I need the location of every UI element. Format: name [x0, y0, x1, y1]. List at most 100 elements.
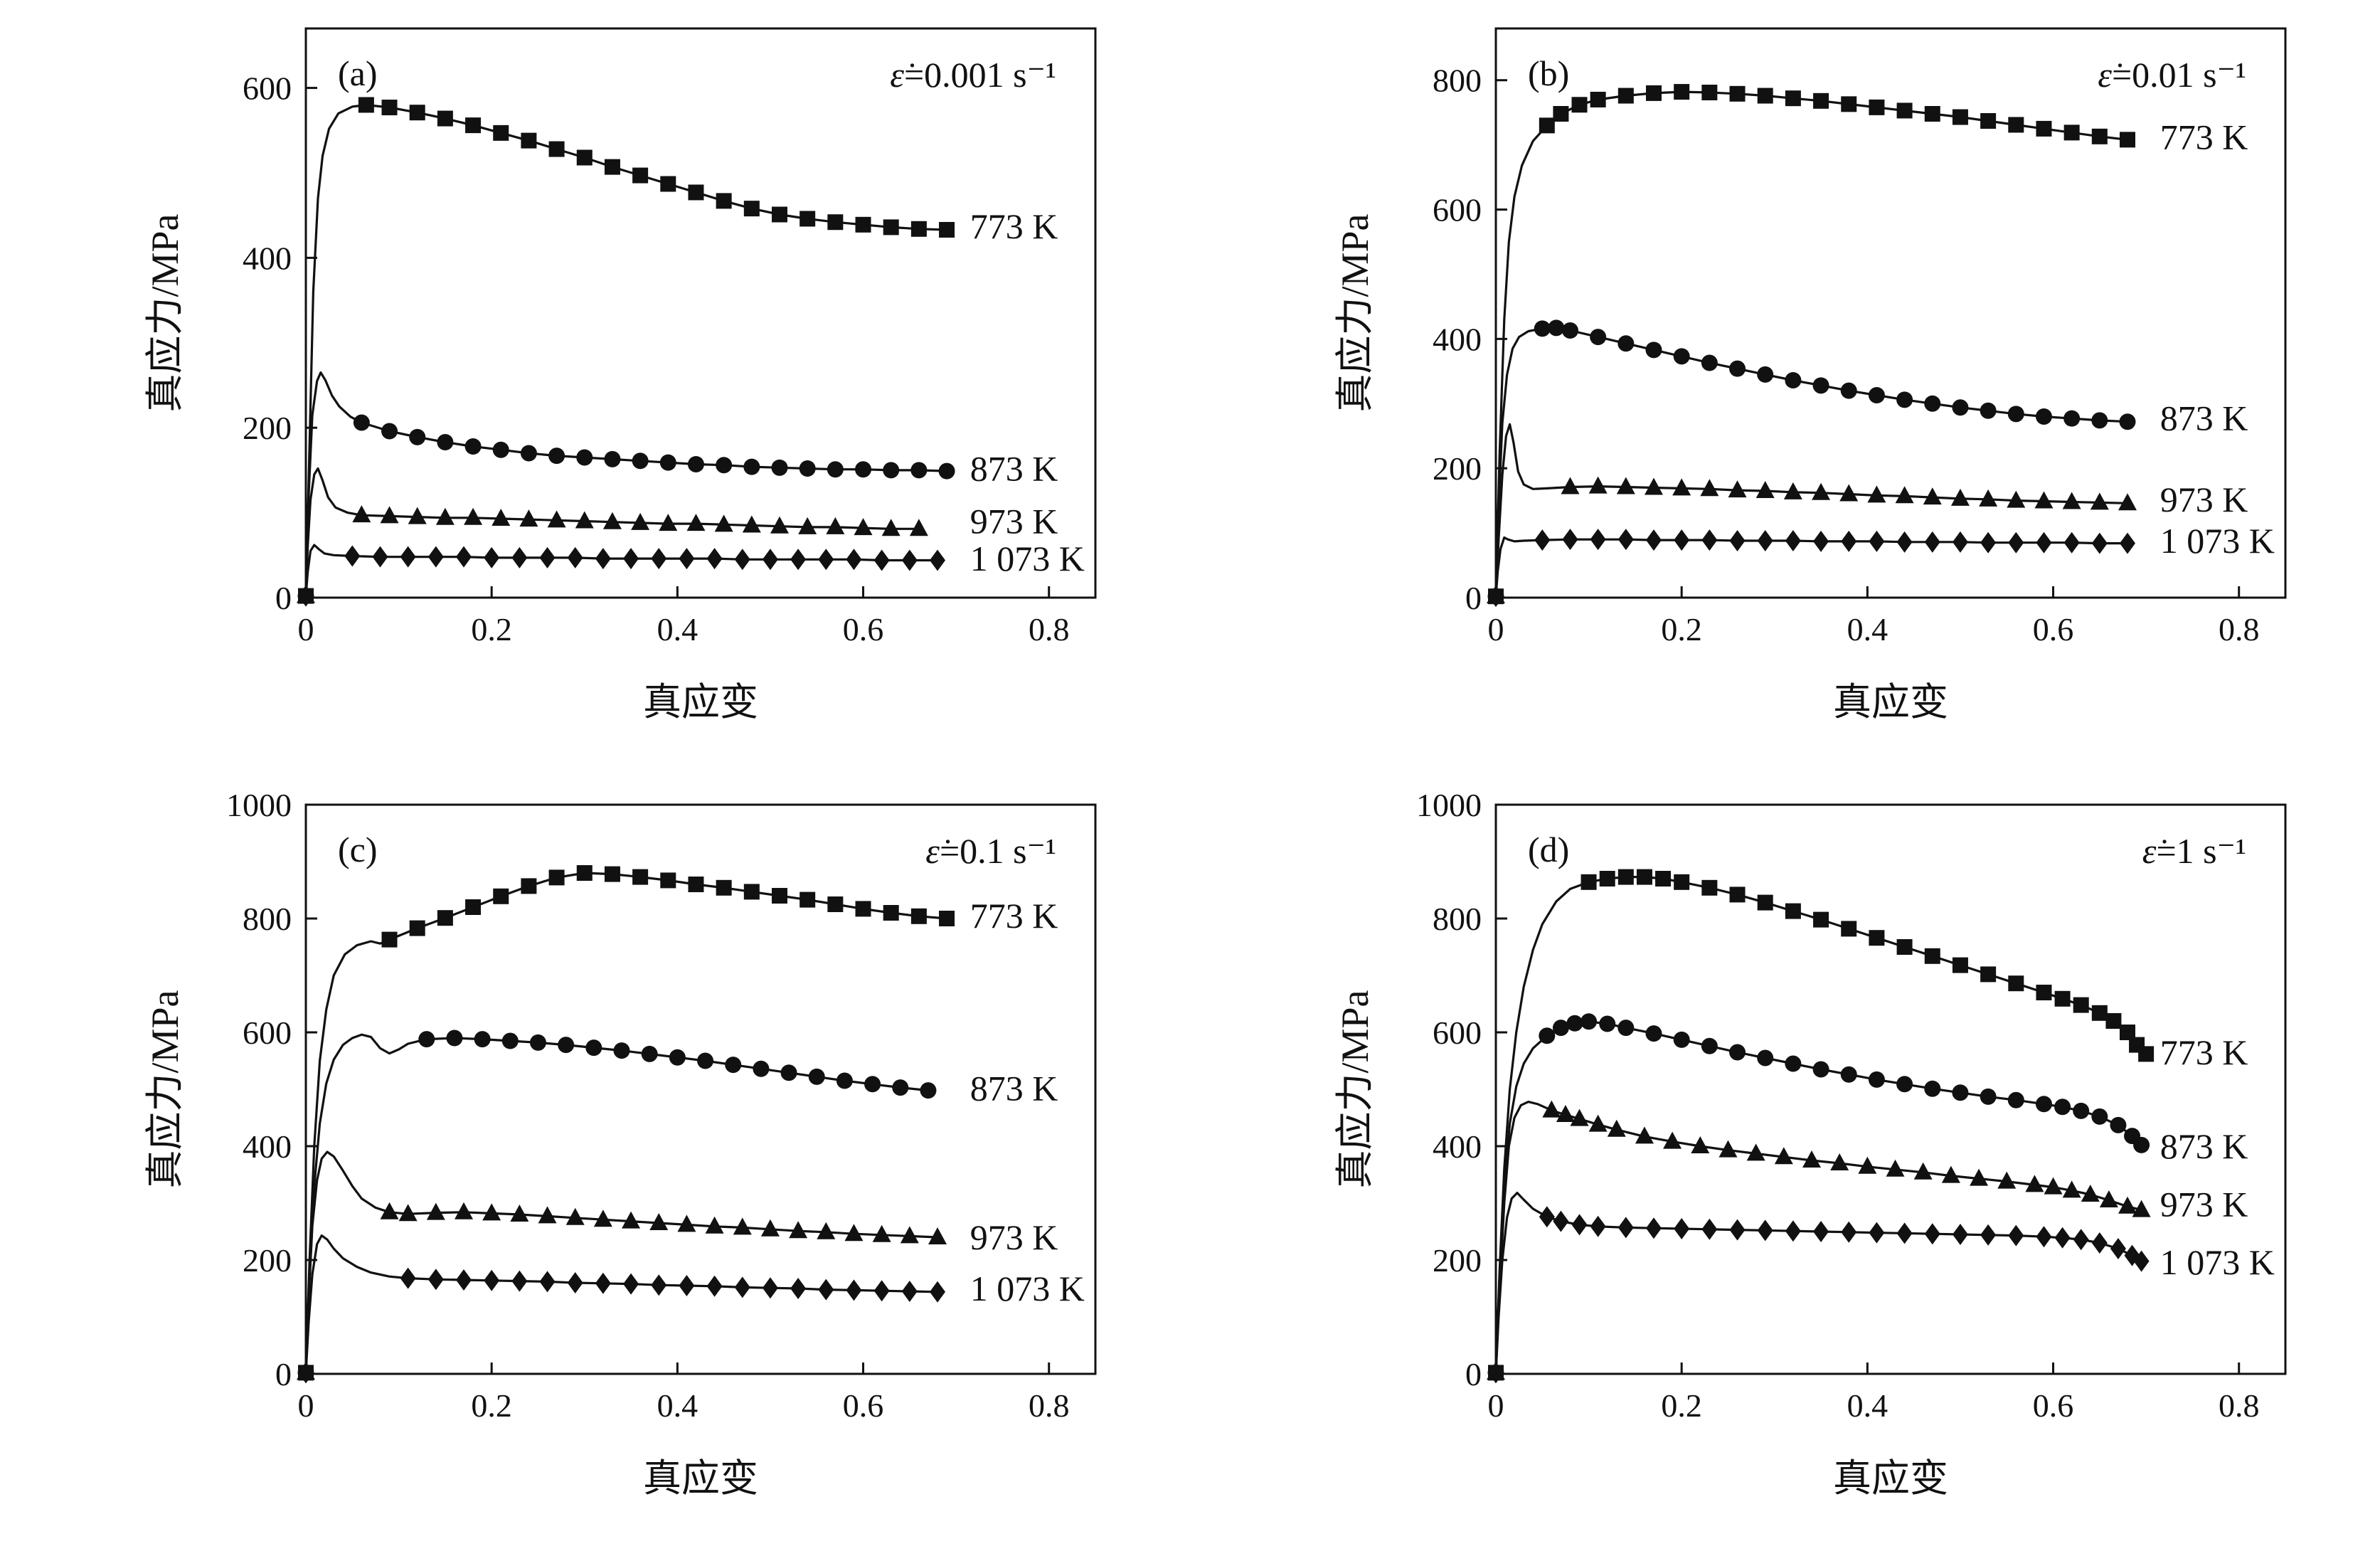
diamond-marker: [1896, 531, 1913, 553]
circle-marker: [910, 462, 928, 479]
series-curve-973K: [1494, 1101, 2142, 1373]
circle-marker: [855, 461, 872, 478]
temperature-label: 973 K: [970, 502, 1058, 541]
plot-frame: [304, 803, 1097, 1375]
square-marker: [1636, 869, 1652, 885]
x-tick-label: 0.4: [1847, 611, 1888, 647]
diamond-marker: [1841, 530, 1857, 552]
triangle-marker: [798, 517, 817, 534]
chart-svg-d: 0 0.2 0.4 0.6 0.8 0 200 400 600 800 1000 真应变 真应力/MPa…: [1334, 787, 2287, 1500]
triangle-marker: [659, 514, 678, 531]
square-marker: [939, 221, 955, 238]
x-tick-label: 0: [1488, 1387, 1504, 1424]
plot-frame: [304, 27, 1097, 599]
diamond-marker: [2054, 1227, 2071, 1249]
series-curve-773K: [1494, 90, 2128, 597]
y-tick-label: 0: [1465, 1356, 1482, 1392]
x-tick-label: 0.2: [471, 611, 512, 647]
circle-marker: [799, 460, 816, 477]
circle-marker: [1673, 348, 1690, 365]
circle-marker: [2091, 412, 2108, 429]
square-marker: [1952, 109, 1968, 125]
square-marker: [632, 167, 649, 184]
diamond-marker: [1952, 531, 1968, 553]
circle-marker: [716, 457, 733, 474]
circle-marker: [604, 450, 621, 467]
diamond-marker: [511, 546, 528, 568]
circle-marker: [1812, 377, 1829, 394]
circle-marker: [1534, 320, 1551, 337]
temperature-label: 1 073 K: [2160, 1242, 2275, 1282]
diamond-marker: [1980, 531, 1997, 554]
square-marker: [1924, 948, 1940, 964]
diamond-marker: [706, 1275, 723, 1297]
triangle-marker: [1950, 488, 1970, 506]
circle-marker: [1896, 391, 1913, 408]
square-marker: [660, 176, 676, 192]
diamond-marker: [2133, 1250, 2150, 1272]
panel-b: 0 0.2 0.4 0.6 0.8 0 200 400 600 800 真应变 真应力/MPa (b) ε…: [1190, 0, 2380, 776]
square-marker: [2008, 117, 2024, 133]
y-tick-label: 600: [1433, 192, 1482, 228]
diamond-marker: [1571, 1214, 1588, 1236]
square-marker: [409, 920, 425, 936]
circle-marker: [1539, 1027, 1556, 1044]
circle-marker: [2035, 1096, 2052, 1113]
triangle-marker: [2007, 490, 2026, 508]
temperature-label: 973 K: [2160, 480, 2248, 519]
plot-frame: [1494, 27, 2287, 599]
diamond-marker: [484, 1269, 500, 1291]
temperature-label: 1 073 K: [970, 539, 1085, 578]
diamond-marker: [2091, 1232, 2108, 1254]
square-marker: [1785, 903, 1801, 919]
circle-marker: [1840, 1066, 1857, 1083]
circle-marker: [520, 445, 537, 462]
triangle-marker: [519, 509, 538, 527]
square-marker: [2073, 997, 2089, 1013]
circle-marker: [2035, 408, 2052, 425]
square-marker: [2120, 1025, 2135, 1040]
square-marker: [1646, 85, 1662, 101]
triangle-marker: [1802, 1150, 1821, 1168]
diamond-marker: [1562, 529, 1578, 551]
square-marker: [1553, 106, 1569, 122]
triangle-marker: [1913, 1162, 1933, 1180]
triangle-marker: [1556, 1105, 1575, 1122]
diamond-marker: [901, 1281, 918, 1302]
diamond-marker: [1617, 1217, 1634, 1239]
square-marker: [1617, 88, 1634, 104]
triangle-marker: [2034, 491, 2054, 509]
triangle-marker: [398, 1204, 418, 1222]
diamond-marker: [456, 1269, 472, 1291]
circle-marker: [697, 1052, 714, 1069]
circle-marker: [780, 1064, 797, 1081]
diamond-marker: [1534, 529, 1551, 551]
diamond-marker: [1701, 529, 1718, 551]
square-marker: [799, 211, 816, 227]
square-marker: [1617, 869, 1634, 885]
triangle-marker: [760, 1219, 780, 1237]
triangle-marker: [575, 511, 594, 529]
diamond-marker: [1896, 1222, 1913, 1244]
square-marker: [381, 100, 398, 116]
triangle-marker: [464, 507, 483, 525]
triangle-marker: [631, 512, 650, 530]
series-curve-973K: [1494, 423, 2128, 597]
diamond-marker: [1674, 1218, 1690, 1239]
triangle-marker: [789, 1221, 808, 1239]
y-tick-label: 400: [1433, 321, 1482, 357]
square-marker: [604, 159, 620, 175]
x-tick-label: 0.6: [843, 611, 884, 647]
circle-marker: [2054, 1099, 2071, 1116]
square-marker: [910, 908, 927, 924]
circle-marker: [1590, 329, 1607, 346]
temperature-label: 873 K: [2160, 398, 2248, 438]
diamond-marker: [1813, 1221, 1829, 1242]
triangle-marker: [826, 517, 845, 534]
square-marker: [1655, 871, 1672, 887]
y-tick-label: 800: [1433, 901, 1482, 937]
circle-marker: [1840, 382, 1857, 399]
diamond-marker: [762, 1277, 778, 1299]
diamond-marker: [1590, 1215, 1606, 1237]
circle-marker: [1980, 402, 1997, 419]
